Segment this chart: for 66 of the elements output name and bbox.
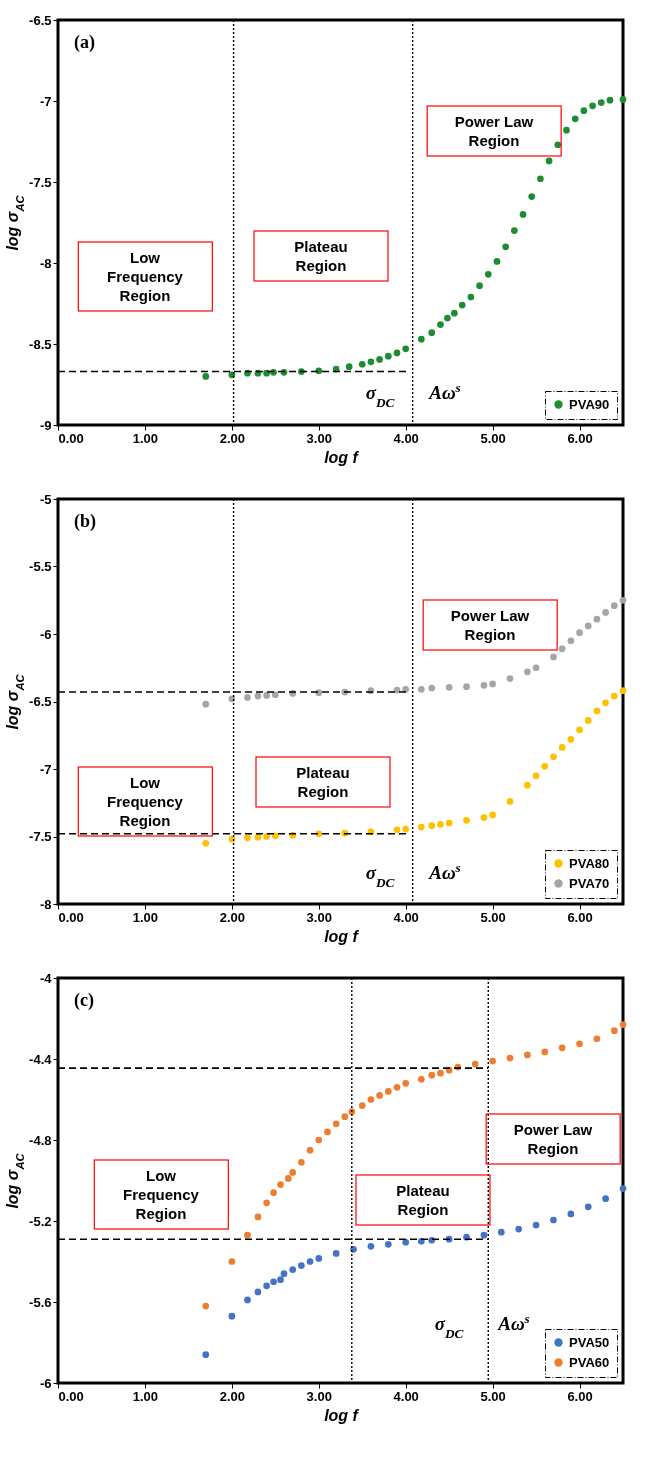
x-tick-label: 3.00 bbox=[306, 1388, 332, 1404]
annotation: σ$_{DC}$ bbox=[365, 382, 395, 410]
x-tick-label: 6.00 bbox=[567, 430, 593, 446]
x-tick-label: 5.00 bbox=[480, 1388, 506, 1404]
x-tick-label: 2.00 bbox=[219, 430, 245, 446]
x-tick-label: 6.00 bbox=[567, 909, 593, 925]
legend-label: PVA80 bbox=[569, 855, 610, 871]
x-tick-label: 3.00 bbox=[306, 430, 332, 446]
y-tick-label: -6 bbox=[39, 1375, 52, 1391]
y-tick-label: -6 bbox=[39, 626, 52, 642]
annotation: Power Law Region bbox=[450, 607, 530, 643]
x-tick-label: 0.00 bbox=[58, 430, 84, 446]
y-tick-label: -5.2 bbox=[29, 1213, 52, 1229]
x-tick-label: 5.00 bbox=[480, 909, 506, 925]
annotation: Low Frequency Region bbox=[107, 249, 184, 304]
y-tick-label: -4.8 bbox=[29, 1132, 52, 1148]
annotation: Aω$^{s}$ bbox=[428, 379, 461, 403]
annotation: Low Frequency Region bbox=[123, 1167, 200, 1222]
y-tick-label: -8 bbox=[39, 896, 52, 912]
y-tick-label: -5.5 bbox=[29, 559, 52, 574]
y-tick-label: -4.4 bbox=[29, 1051, 53, 1067]
y-tick-label: -8.5 bbox=[29, 336, 52, 352]
x-tick-label: 4.00 bbox=[393, 909, 419, 925]
annotation: Aω$^{s}$ bbox=[428, 859, 461, 883]
x-tick-label: 1.00 bbox=[132, 430, 159, 446]
annotation: Aω$^{s}$ bbox=[497, 1310, 530, 1334]
y-tick-label: -7.5 bbox=[29, 829, 52, 844]
x-tick-label: 5.00 bbox=[480, 430, 506, 446]
annotation: (b) bbox=[74, 511, 96, 532]
x-axis-title: log f bbox=[324, 448, 360, 466]
legend-label: PVA50 bbox=[569, 1334, 610, 1350]
x-axis-title: log f bbox=[324, 1406, 360, 1424]
annotation: (c) bbox=[74, 990, 94, 1011]
annotation: Power Law Region bbox=[513, 1121, 593, 1157]
x-tick-label: 1.00 bbox=[132, 1388, 159, 1404]
y-tick-label: -7.5 bbox=[29, 174, 52, 190]
annotation: Low Frequency Region bbox=[107, 774, 184, 829]
y-tick-label: -5.6 bbox=[29, 1294, 52, 1310]
annotation: Plateau Region bbox=[396, 1182, 450, 1218]
x-tick-label: 6.00 bbox=[567, 1388, 593, 1404]
annotation: (a) bbox=[74, 32, 95, 53]
y-tick-label: -5 bbox=[39, 491, 52, 507]
y-tick-label: -4 bbox=[39, 970, 53, 986]
x-tick-label: 2.00 bbox=[219, 1388, 245, 1404]
annotation: Power Law Region bbox=[454, 113, 534, 149]
x-axis-title: log f bbox=[324, 927, 360, 945]
legend-label: PVA60 bbox=[569, 1354, 610, 1370]
y-tick-label: -8 bbox=[39, 255, 52, 271]
x-tick-label: 0.00 bbox=[58, 1388, 84, 1404]
x-tick-label: 1.00 bbox=[132, 909, 159, 925]
x-tick-label: 3.00 bbox=[306, 909, 332, 925]
legend-label: PVA90 bbox=[569, 396, 610, 412]
x-tick-label: 2.00 bbox=[219, 909, 245, 925]
annotation: σ$_{DC}$ bbox=[365, 862, 395, 890]
y-tick-label: -7 bbox=[39, 93, 52, 109]
y-tick-label: -6.5 bbox=[29, 12, 52, 28]
annotation: σ$_{DC}$ bbox=[434, 1313, 464, 1341]
x-tick-label: 4.00 bbox=[393, 430, 419, 446]
legend-label: PVA70 bbox=[569, 875, 610, 891]
annotation: Plateau Region bbox=[294, 238, 348, 274]
annotation: Plateau Region bbox=[296, 764, 350, 800]
y-tick-label: -7 bbox=[39, 761, 52, 777]
y-tick-label: -9 bbox=[39, 417, 52, 433]
y-tick-label: -6.5 bbox=[29, 694, 52, 709]
x-tick-label: 0.00 bbox=[58, 909, 84, 925]
x-tick-label: 4.00 bbox=[393, 1388, 419, 1404]
